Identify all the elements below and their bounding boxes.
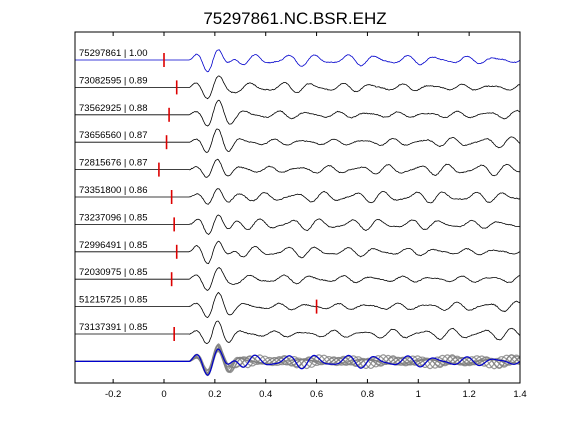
x-tick-label: 0.2 [208, 389, 221, 400]
trace-label-72030975: 72030975 | 0.85 [79, 267, 148, 278]
trace-72996491 [75, 240, 521, 265]
stack-reference-trace [75, 348, 521, 376]
trace-73562925 [75, 99, 521, 127]
trace-label-73351800: 73351800 | 0.86 [79, 185, 148, 196]
x-tick-label: 1.2 [463, 389, 476, 400]
trace-73137391 [75, 320, 521, 345]
trace-72815676 [75, 158, 521, 178]
chart-title: 75297861.NC.BSR.EHZ [203, 9, 386, 28]
trace-label-73137391: 73137391 | 0.85 [79, 322, 148, 333]
x-tick-label: 0 [161, 389, 166, 400]
trace-73237096 [75, 214, 520, 236]
trace-label-75297861: 75297861 | 1.00 [79, 48, 148, 59]
x-tick-label: -0.2 [105, 389, 121, 400]
trace-73351800 [75, 188, 521, 205]
x-tick-label: 0.8 [361, 389, 374, 400]
trace-label-73656560: 73656560 | 0.87 [79, 130, 148, 141]
trace-75297861 [75, 49, 521, 73]
trace-label-73237096: 73237096 | 0.85 [79, 212, 148, 223]
x-tick-label: 0.4 [259, 389, 272, 400]
x-tick-label: 0.6 [310, 389, 323, 400]
trace-73082595 [75, 75, 521, 100]
x-tick-label: 1 [416, 389, 421, 400]
trace-51215725 [75, 291, 521, 318]
trace-label-72996491: 72996491 | 0.85 [79, 240, 148, 251]
trace-72030975 [75, 266, 521, 291]
trace-label-73562925: 73562925 | 0.88 [79, 103, 148, 114]
x-tick-label: 1.4 [513, 389, 526, 400]
trace-label-72815676: 72815676 | 0.87 [79, 158, 148, 169]
plot-area-frame [74, 31, 521, 384]
trace-label-51215725: 51215725 | 0.85 [79, 295, 148, 306]
trace-label-73082595: 73082595 | 0.89 [79, 75, 148, 86]
trace-73656560 [75, 128, 521, 153]
